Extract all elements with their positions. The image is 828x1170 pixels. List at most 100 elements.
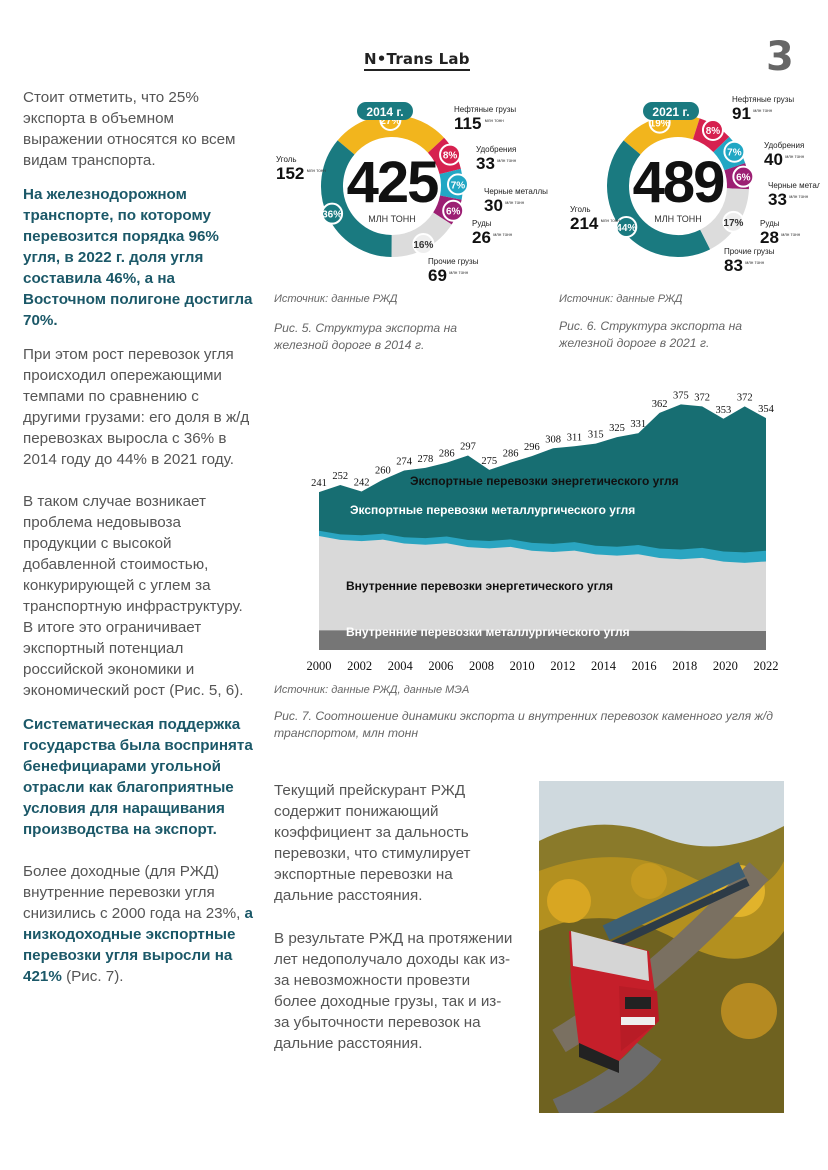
fig6-source: Источник: данные РЖД: [559, 293, 683, 305]
percent-label: 7%: [727, 148, 742, 159]
total-data-label: 252: [332, 471, 348, 482]
total-data-label: 278: [418, 454, 434, 465]
series-label: Внутренние перевозки металлургического у…: [346, 625, 630, 639]
total-data-label: 260: [375, 466, 391, 477]
x-tick-label: 2008: [469, 659, 494, 673]
category-name: Руды: [472, 219, 492, 228]
percent-badge: [442, 199, 465, 222]
x-tick-label: 2020: [713, 659, 738, 673]
total-data-label: 325: [609, 423, 625, 434]
series-label: Экспортные перевозки энергетического угл…: [410, 474, 679, 488]
category-name: Удобрения: [764, 141, 804, 150]
percent-label: 6%: [736, 173, 751, 184]
category-unit: млн тонн: [485, 118, 504, 123]
total-data-label: 375: [673, 390, 689, 401]
percent-label: 36%: [322, 210, 342, 221]
category-name: Нефтяные грузы: [454, 105, 516, 114]
year-pill: [357, 102, 413, 120]
percent-label: 6%: [446, 207, 461, 218]
percent-label: 8%: [443, 151, 458, 162]
category-value: 69: [428, 266, 447, 285]
brand-logo: N•Trans Lab: [364, 50, 470, 71]
category-value: 33: [476, 154, 495, 173]
highlight-paragraph-1: На железнодорожном транспорте, по которо…: [23, 186, 253, 329]
category-unit: млн тонн: [753, 108, 772, 113]
total-data-label: 286: [503, 449, 519, 460]
paragraph-4: Более доходные (для РЖД) внутренние пере…: [23, 861, 253, 987]
category-value: 40: [764, 150, 783, 169]
category-unit: млн тонн: [449, 270, 468, 275]
category-name: Уголь: [570, 205, 591, 214]
category-value: 214: [570, 214, 599, 233]
category-name: Черные металлы: [484, 187, 548, 196]
x-tick-label: 2006: [428, 659, 453, 673]
total-data-label: 372: [694, 392, 710, 403]
total-unit: МЛН ТОНН: [368, 214, 416, 224]
series-label: Внутренние перевозки энергетического угл…: [346, 579, 613, 593]
percent-label: 16%: [413, 240, 433, 251]
percent-badge: [412, 233, 435, 256]
percent-badge: [615, 216, 638, 239]
paragraph-2: При этом рост перевозок угля происходил …: [23, 346, 250, 468]
fig6-caption: Рис. 6. Структура экспорта на железной д…: [559, 319, 743, 350]
x-tick-label: 2010: [510, 659, 535, 673]
total-data-label: 353: [716, 405, 732, 416]
category-unit: млн тонн: [789, 194, 808, 199]
total-data-label: 297: [460, 441, 476, 452]
category-value: 83: [724, 256, 743, 275]
x-tick-label: 2014: [591, 659, 617, 673]
category-unit: млн тонн: [781, 232, 800, 237]
total-data-label: 275: [481, 456, 497, 467]
fig7-caption: Рис. 7. Соотношение динамики экспорта и …: [274, 709, 773, 740]
year-label: 2021 г.: [652, 105, 689, 119]
paragraph-3: В таком случае возникает проблема недовы…: [23, 493, 244, 699]
percent-badge: [732, 165, 755, 188]
total-value: 489: [633, 150, 725, 215]
total-data-label: 242: [354, 477, 370, 488]
category-value: 30: [484, 196, 503, 215]
percent-badge: [439, 143, 462, 166]
middle-column: Текущий прейскурант РЖД содержит понижаю…: [274, 780, 514, 1076]
locomotive: [569, 931, 659, 1073]
x-tick-label: 2004: [388, 659, 414, 673]
percent-label: 8%: [706, 126, 721, 137]
category-name: Нефтяные грузы: [732, 95, 794, 104]
percent-label: 19%: [650, 119, 670, 130]
highlight-paragraph-2: Систематическая поддержка государства бы…: [23, 716, 253, 838]
fig7-source: Источник: данные РЖД, данные МЭА: [274, 684, 470, 696]
area-layer: [319, 630, 766, 650]
left-column: Стоит отметить, что 25% экспорта в объем…: [23, 87, 253, 1000]
total-data-label: 241: [311, 478, 327, 489]
paragraph-4-text: Более доходные (для РЖД) внутренние пере…: [23, 863, 245, 922]
percent-badge: [446, 173, 469, 196]
category-unit: млн тонн: [497, 158, 516, 163]
total-data-label: 308: [545, 434, 561, 445]
category-unit: млн тонн: [493, 232, 512, 237]
percent-badge: [722, 210, 745, 233]
total-data-label: 286: [439, 449, 455, 460]
category-unit: млн тонн: [785, 154, 804, 159]
total-data-label: 372: [737, 392, 753, 403]
percent-label: 7%: [451, 180, 466, 191]
category-unit: млн тонн: [745, 260, 764, 265]
total-value: 425: [347, 150, 439, 215]
category-value: 26: [472, 228, 491, 247]
total-data-label: 362: [652, 399, 668, 410]
category-name: Прочие грузы: [428, 257, 479, 266]
total-data-label: 331: [630, 419, 646, 430]
paragraph-4-highlight: а низкодоходные экспортные перевозки угл…: [23, 905, 253, 985]
percent-badge: [723, 140, 746, 163]
total-unit: МЛН ТОНН: [654, 214, 702, 224]
category-name: Руды: [760, 219, 780, 228]
total-data-label: 311: [567, 432, 582, 443]
fig5-caption: Рис. 5. Структура экспорта на железной д…: [274, 321, 458, 352]
percent-label: 17%: [723, 218, 743, 229]
x-tick-label: 2002: [347, 659, 372, 673]
category-value: 33: [768, 190, 787, 209]
year-pill: [643, 102, 699, 120]
category-value: 91: [732, 104, 751, 123]
total-data-label: 354: [758, 404, 775, 415]
series-label: Экспортные перевозки металлургического у…: [350, 503, 635, 517]
